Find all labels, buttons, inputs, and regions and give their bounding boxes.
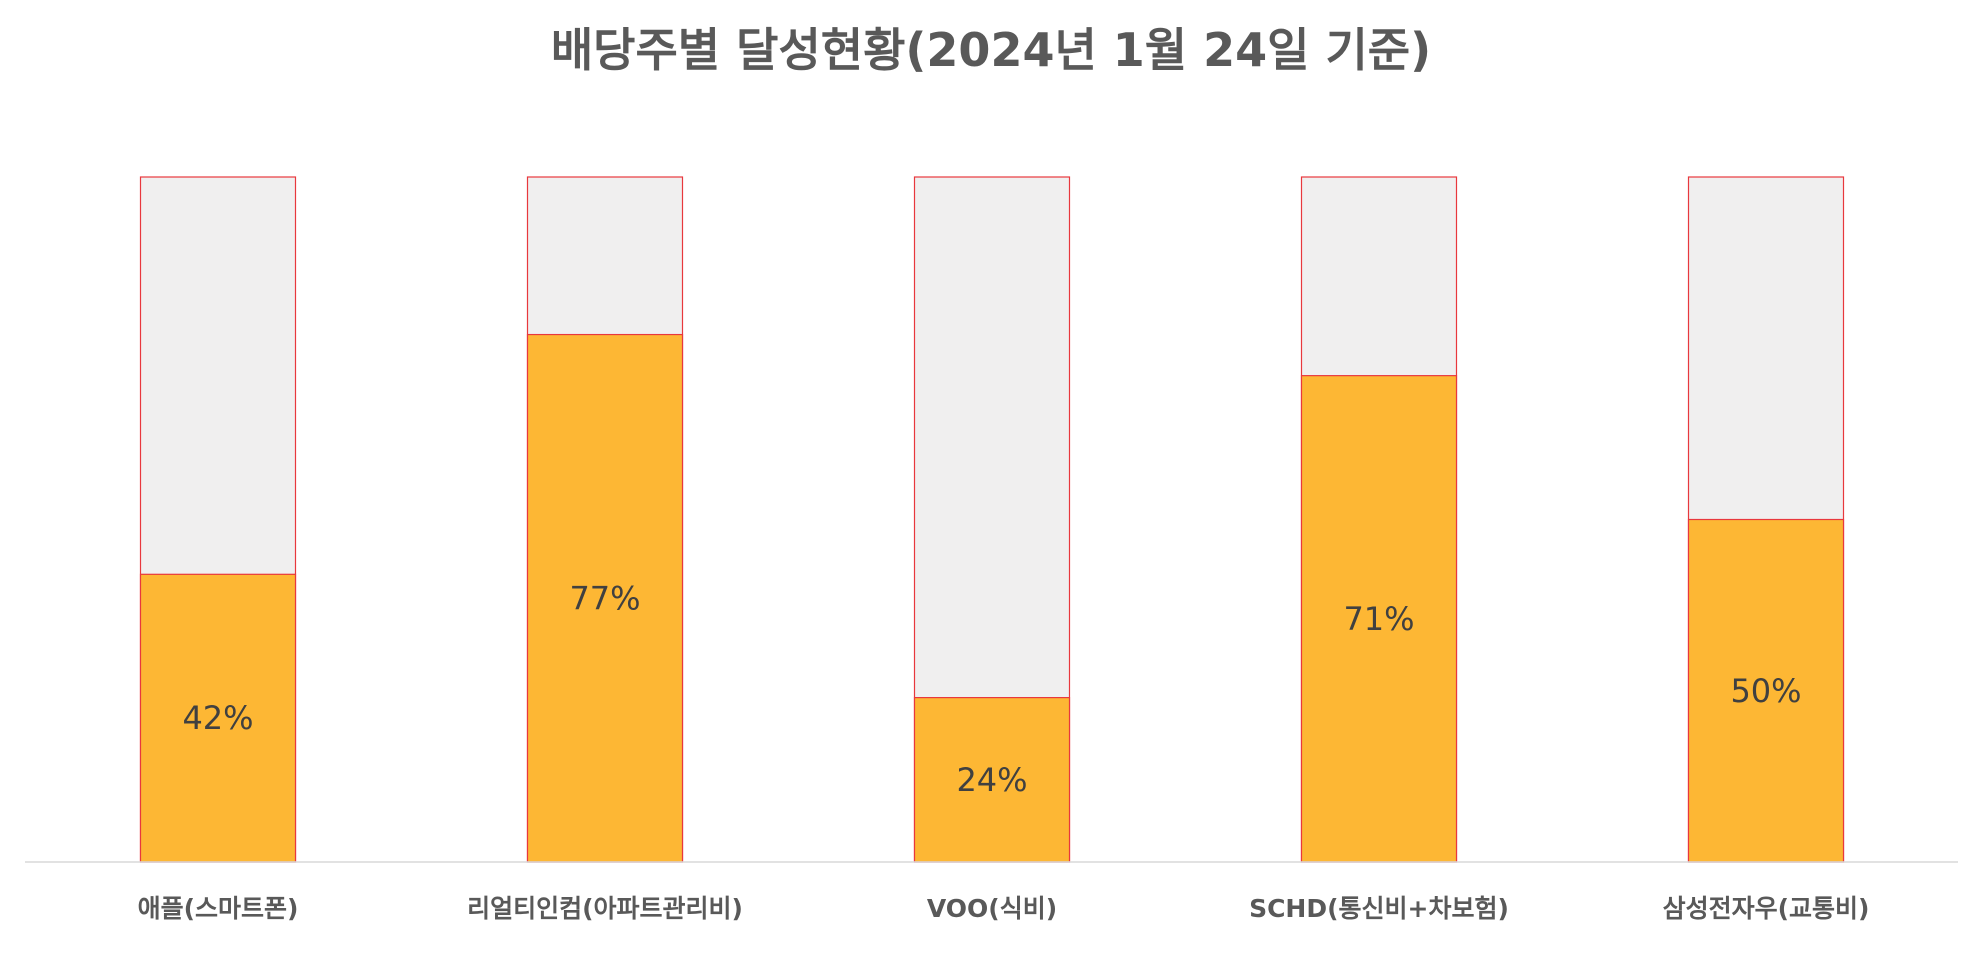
bar-achieved [139, 573, 297, 863]
data-label: 50% [1730, 672, 1801, 710]
x-tick-label: VOO(식비) [927, 894, 1057, 923]
bar-achieved [526, 333, 684, 863]
chart-title: 배당주별 달성현황(2024년 1월 24일 기준) [551, 23, 1431, 77]
data-label: 71% [1343, 600, 1414, 638]
plot-area: 42% 애플(스마트폰) 77% 리얼티인컴(아파트관리비) 24% VOO(식비) 71%… [138, 176, 1870, 923]
x-tick-label: SCHD(통신비+차보험) [1249, 894, 1509, 923]
data-label: 24% [956, 761, 1027, 799]
bar-achieved [1687, 518, 1845, 863]
bar-achieved [913, 696, 1071, 863]
data-label: 42% [182, 699, 253, 737]
x-tick-label: 애플(스마트폰) [138, 894, 299, 923]
x-tick-label: 리얼티인컴(아파트관리비) [467, 894, 743, 923]
data-label: 77% [569, 579, 640, 617]
bar-achieved [1300, 375, 1458, 863]
x-tick-label: 삼성전자우(교통비) [1663, 894, 1870, 923]
